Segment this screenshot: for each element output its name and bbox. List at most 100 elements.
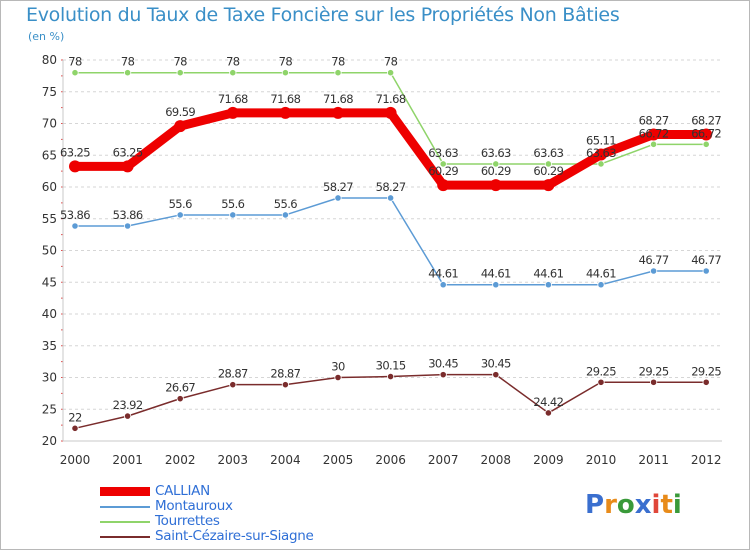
legend-label-montauroux: Montauroux	[155, 498, 233, 514]
y-tick-label: 35	[42, 339, 57, 353]
data-label: 30.45	[428, 357, 458, 371]
data-point	[544, 160, 553, 168]
data-point	[176, 211, 184, 219]
logo-letter: i	[651, 490, 661, 520]
logo-letter: i	[672, 490, 682, 520]
data-point	[386, 194, 395, 202]
data-label: 71.68	[323, 92, 353, 106]
data-label: 65.11	[586, 134, 616, 148]
logo-letter: P	[585, 490, 605, 520]
data-label: 28.87	[218, 367, 248, 381]
data-point	[176, 69, 184, 77]
data-label: 44.61	[533, 267, 563, 281]
data-label: 68.27	[691, 113, 721, 127]
y-axis-unit: (en %)	[28, 30, 65, 43]
data-point	[597, 378, 605, 386]
data-label: 55.6	[221, 197, 244, 211]
legend-swatch-montauroux	[100, 506, 150, 508]
data-point	[124, 222, 132, 230]
data-label: 46.77	[691, 253, 721, 267]
x-tick-label: 2005	[323, 453, 354, 467]
data-point	[229, 69, 237, 77]
x-tick-label: 2000	[60, 453, 91, 467]
y-tick-label: 40	[42, 307, 57, 321]
data-label: 29.25	[691, 364, 721, 378]
legend-swatch-callian	[100, 487, 150, 496]
data-label: 44.61	[428, 267, 458, 281]
y-tick-label: 65	[42, 148, 57, 162]
data-point	[597, 281, 605, 289]
data-label: 63.63	[428, 146, 458, 160]
chart-title: Evolution du Taux de Taxe Foncière sur l…	[26, 4, 620, 26]
data-point	[649, 140, 658, 148]
logo-letter: t	[660, 490, 673, 520]
x-tick-label: 2001	[112, 453, 143, 467]
data-point	[124, 69, 132, 77]
data-point	[492, 160, 500, 168]
data-point	[492, 281, 500, 289]
data-label: 22	[68, 410, 82, 424]
data-label: 63.63	[481, 146, 511, 160]
data-label: 53.86	[60, 208, 90, 222]
data-label: 63.63	[533, 146, 563, 160]
data-label: 78	[121, 55, 135, 69]
data-point	[700, 128, 713, 141]
data-label: 26.67	[165, 381, 195, 395]
data-label: 63.25	[60, 145, 90, 159]
data-label: 23.92	[113, 398, 143, 412]
y-tick-label: 25	[42, 402, 57, 416]
data-point	[649, 267, 658, 275]
x-tick-label: 2009	[533, 453, 564, 467]
x-tick-label: 2011	[638, 453, 669, 467]
data-point	[384, 106, 397, 119]
data-label: 66.72	[639, 126, 669, 140]
data-point	[279, 106, 292, 119]
data-label: 30	[331, 360, 345, 374]
data-point	[649, 378, 658, 386]
data-label: 71.68	[270, 92, 300, 106]
data-label: 66.72	[691, 126, 721, 140]
data-point	[386, 372, 395, 381]
data-point	[71, 69, 79, 77]
data-point	[544, 281, 553, 289]
data-label: 53.86	[113, 208, 143, 222]
data-point	[69, 160, 81, 173]
y-tick-label: 20	[42, 434, 57, 448]
x-tick-label: 2002	[165, 453, 196, 467]
data-label: 28.87	[270, 367, 300, 381]
data-point	[702, 140, 710, 148]
data-point	[281, 381, 289, 389]
data-label: 78	[279, 55, 293, 69]
data-point	[597, 160, 605, 168]
logo-letter: r	[604, 490, 617, 520]
data-point	[334, 194, 342, 202]
y-tick-label: 45	[42, 275, 57, 289]
data-point	[544, 409, 553, 417]
data-point	[124, 412, 132, 420]
x-tick-label: 2010	[586, 453, 617, 467]
data-point	[281, 211, 289, 219]
y-tick-label: 55	[42, 212, 57, 226]
data-label: 69.59	[165, 105, 195, 119]
data-point	[439, 281, 447, 289]
proxiti-logo: Proxiti	[585, 490, 682, 520]
data-label: 29.25	[586, 364, 616, 378]
data-point	[439, 371, 447, 379]
x-tick-label: 2012	[691, 453, 722, 467]
x-tick-label: 2007	[428, 453, 459, 467]
data-point	[176, 395, 184, 403]
data-label: 78	[331, 55, 345, 69]
data-label: 29.25	[639, 364, 669, 378]
data-point	[281, 69, 289, 77]
data-point	[489, 179, 502, 192]
data-label: 63.63	[586, 146, 616, 160]
data-label: 78	[384, 55, 398, 69]
data-label: 58.27	[376, 180, 406, 194]
data-label: 78	[173, 55, 187, 69]
data-point	[334, 69, 342, 77]
data-label: 24.42	[533, 395, 563, 409]
data-point	[492, 371, 500, 379]
data-label: 60.29	[481, 164, 511, 178]
data-point	[174, 120, 187, 133]
